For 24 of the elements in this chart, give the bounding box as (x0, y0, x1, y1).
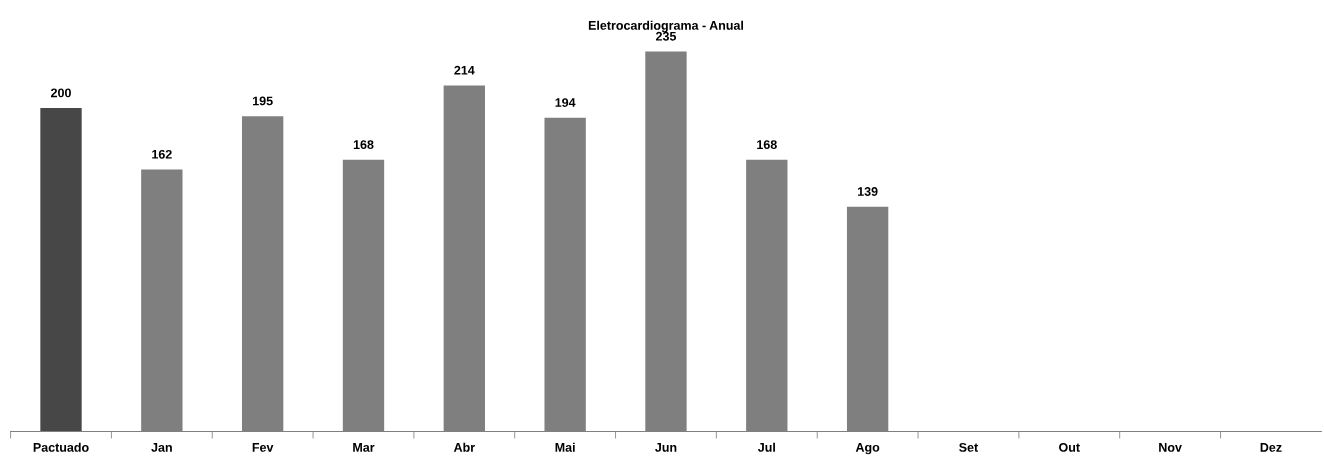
x-tick-label: Pactuado (33, 442, 89, 452)
x-tick-label: Dez (1260, 443, 1282, 452)
data-label: 235 (655, 31, 677, 41)
x-tick-label: Mar (353, 443, 375, 452)
x-tick-label: Ago (855, 443, 880, 455)
x-tick-label: Nov (1159, 443, 1182, 452)
x-tick-label: Abr (453, 442, 475, 452)
x-tick-label: Jun (655, 443, 677, 452)
x-tick-label: Jan (151, 443, 172, 452)
x-tick-label: Out (1059, 442, 1080, 452)
data-label: 200 (51, 88, 71, 98)
x-tick-label: Fev (252, 443, 274, 452)
chart-title: Eletrocardiograma - Anual (588, 20, 743, 33)
data-label: 162 (152, 149, 172, 159)
x-tick-label: Mai (555, 442, 575, 452)
data-label: 168 (757, 140, 777, 150)
data-label: 168 (353, 140, 374, 150)
bar (40, 108, 82, 432)
data-label: 194 (555, 98, 576, 107)
data-label: 195 (253, 96, 273, 106)
x-tick-label: Jul (757, 442, 775, 452)
x-tick-label: Set (959, 442, 979, 452)
data-label: 139 (857, 187, 878, 196)
data-label: 214 (454, 65, 475, 75)
